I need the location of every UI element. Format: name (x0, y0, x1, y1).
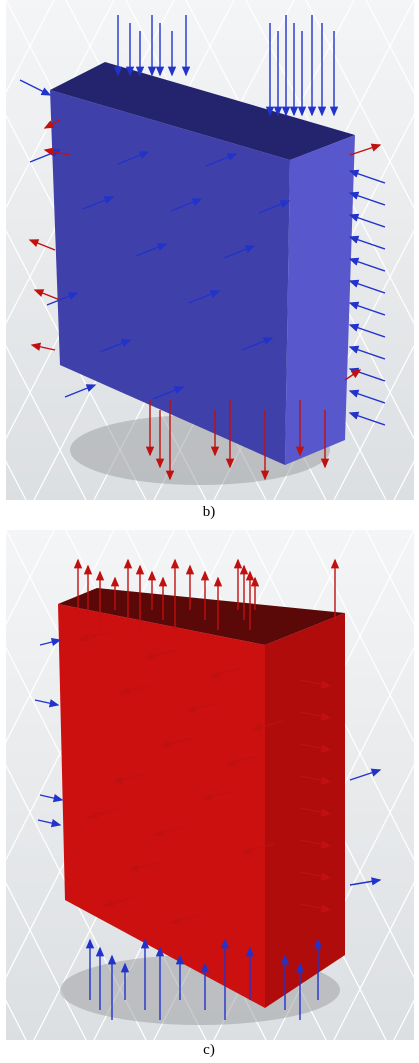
arrow (348, 301, 386, 316)
arrow (28, 239, 56, 251)
grid-line (0, 0, 54, 500)
arrow (348, 191, 386, 206)
caption: b) (203, 504, 216, 520)
grid-line (0, 869, 87, 1041)
arrow (299, 903, 332, 913)
arrow (223, 245, 256, 259)
arrow (117, 151, 150, 165)
arrow (170, 198, 203, 212)
grid-line (333, 871, 419, 1041)
arrow (169, 914, 202, 925)
arrow (43, 119, 61, 129)
arrow (39, 794, 64, 803)
force-arrows (19, 15, 386, 481)
arrow (348, 389, 386, 404)
arrow (19, 79, 52, 96)
arrow (188, 290, 221, 304)
arrow (153, 826, 186, 837)
arrow (299, 679, 332, 689)
arrow (112, 773, 145, 784)
arrow (299, 807, 332, 817)
box-front (50, 90, 290, 465)
arrow (241, 337, 274, 351)
arrow (299, 871, 332, 881)
arrow (299, 839, 332, 849)
arrow (64, 384, 97, 398)
grid-line (0, 0, 86, 500)
force-arrows (34, 558, 382, 1020)
arrow (205, 153, 238, 167)
arrow (46, 292, 79, 306)
arrow (349, 877, 382, 886)
arrow (348, 257, 386, 272)
arrow (185, 702, 218, 713)
arrow (99, 339, 132, 353)
arrow (349, 143, 382, 156)
box-side (265, 613, 345, 1008)
grid-line (0, 0, 146, 500)
arrow (152, 386, 185, 400)
grid-line (306, 0, 419, 500)
box-top (58, 588, 345, 645)
arrow (348, 235, 386, 250)
grid-line (365, 529, 419, 636)
arrow (348, 279, 386, 294)
arrow (33, 289, 61, 301)
arrow (82, 196, 115, 210)
arrow (348, 345, 386, 360)
arrow (348, 411, 386, 426)
arrow (299, 711, 332, 721)
arrow (43, 147, 71, 156)
arrow (87, 808, 120, 819)
arrow (103, 896, 136, 907)
box-top (50, 62, 355, 160)
grid-line (366, 0, 419, 500)
grid-line (246, 0, 419, 500)
arrow (78, 631, 111, 642)
arrow (30, 342, 56, 351)
arrow (299, 743, 332, 753)
arrow (119, 684, 152, 695)
arrow (135, 243, 168, 257)
grid-line (0, 529, 55, 638)
arrow (37, 819, 62, 828)
arrow (348, 323, 386, 338)
arrow (34, 699, 60, 708)
box-front (58, 604, 265, 1008)
grid-line (305, 529, 419, 753)
arrow (348, 169, 386, 184)
arrow (349, 768, 382, 781)
arrow (348, 213, 386, 228)
arrow (251, 720, 284, 731)
arrow (128, 861, 161, 872)
arrow (39, 637, 62, 647)
arrow (201, 790, 234, 801)
box-side (285, 135, 355, 465)
arrow (344, 369, 362, 381)
arrow (226, 755, 259, 766)
arrow (144, 649, 177, 660)
arrow (299, 775, 332, 785)
grid-line (334, 0, 419, 500)
arrow (258, 200, 291, 214)
arrow (210, 667, 243, 678)
arrow (160, 737, 193, 748)
caption: c) (203, 1042, 215, 1058)
arrow (242, 843, 275, 854)
